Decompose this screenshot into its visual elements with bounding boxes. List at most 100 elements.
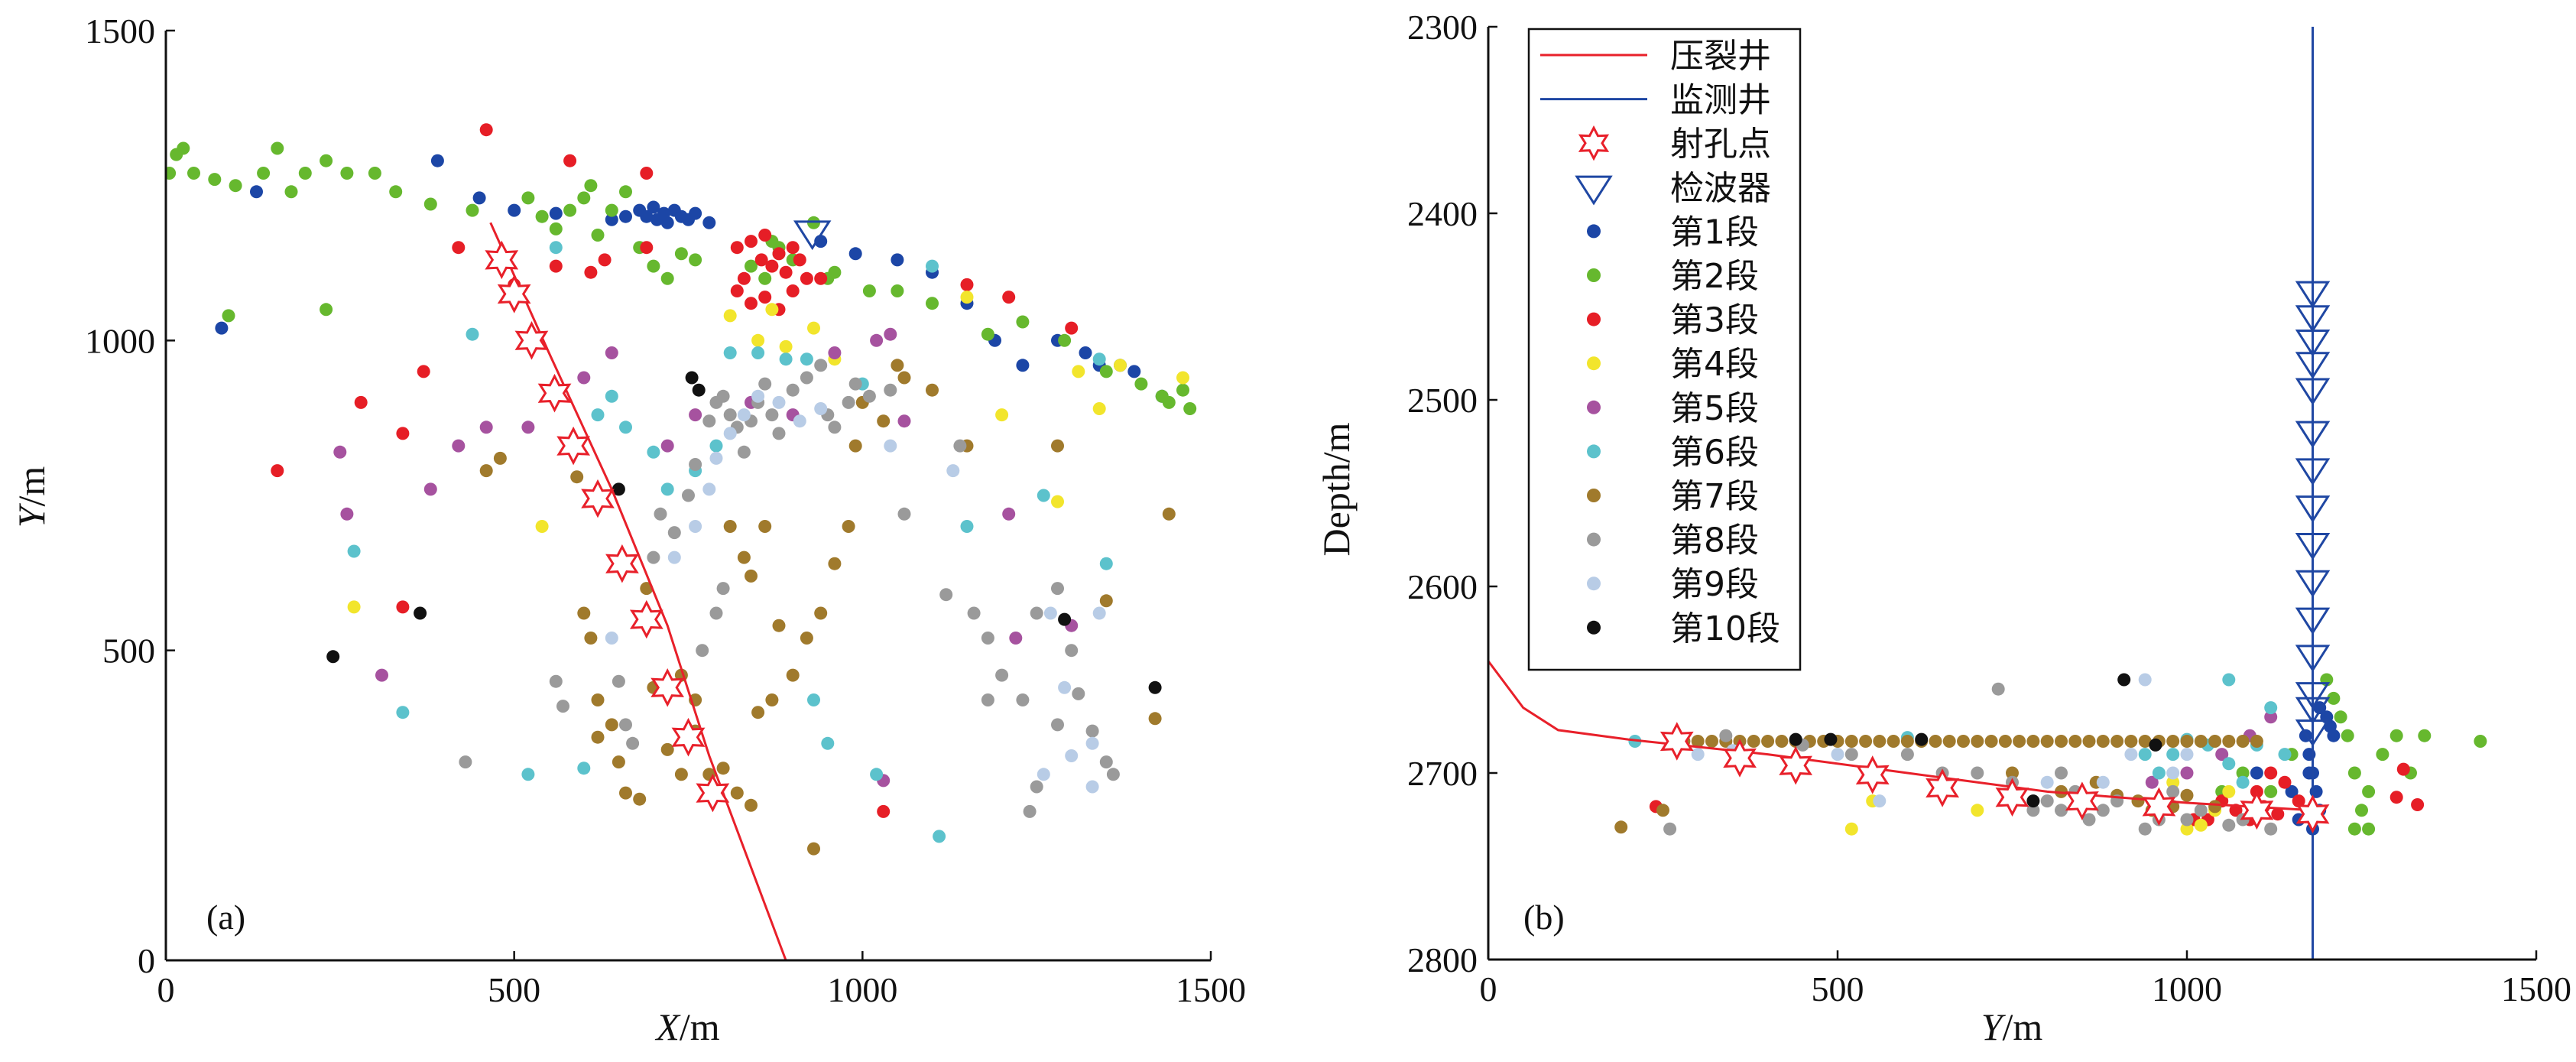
- event-point-stage_7: [674, 768, 688, 781]
- event-point-stage_8: [696, 644, 709, 658]
- event-point-stage_2: [2418, 729, 2432, 742]
- event-point-stage_3: [772, 247, 786, 261]
- event-point-stage_1: [215, 321, 229, 335]
- event-point-stage_7: [897, 371, 911, 385]
- event-point-stage_7: [2082, 735, 2096, 748]
- event-point-stage_8: [1016, 693, 1030, 706]
- event-point-stage_3: [417, 365, 430, 378]
- event-point-stage_7: [1957, 735, 1970, 748]
- event-point-stage_3: [640, 241, 654, 255]
- event-point-stage_5: [605, 346, 618, 359]
- event-point-stage_6: [521, 768, 535, 781]
- event-point-stage_8: [702, 414, 716, 428]
- event-point-stage_8: [848, 377, 862, 391]
- event-point-stage_1: [508, 203, 521, 217]
- event-point-stage_7: [842, 520, 855, 533]
- panel-b-y-tick-label: 2300: [1407, 8, 1478, 47]
- event-point-stage_2: [2362, 784, 2376, 798]
- geophone-marker: [2295, 495, 2331, 523]
- event-point-stage_5: [1002, 507, 1016, 521]
- event-point-stage_7: [877, 414, 891, 428]
- event-point-stage_8: [2194, 804, 2208, 817]
- event-point-stage_3: [754, 253, 768, 267]
- event-point-stage_9: [2166, 766, 2180, 780]
- event-point-stage_3: [786, 241, 800, 255]
- event-point-stage_7: [1691, 735, 1705, 748]
- event-point-stage_1: [848, 247, 862, 261]
- event-point-stage_7: [745, 569, 758, 583]
- event-point-stage_3: [730, 284, 744, 297]
- event-point-stage_3: [814, 271, 828, 285]
- event-point-stage_3: [960, 278, 974, 291]
- event-point-stage_8: [2138, 822, 2152, 836]
- event-point-stage_4: [2180, 822, 2194, 836]
- panel-a-y-tick-label: 1000: [85, 321, 155, 360]
- event-point-stage_3: [2264, 766, 2278, 780]
- event-point-stage_7: [2013, 735, 2026, 748]
- panel-b-plot-area: [1488, 27, 2487, 960]
- event-point-stage_6: [2138, 748, 2152, 762]
- legend-label: 检波器: [1670, 169, 1771, 208]
- event-point-stage_7: [1162, 507, 1176, 521]
- event-point-stage_6: [577, 762, 591, 775]
- event-point-stage_7: [828, 557, 842, 570]
- event-point-stage_7: [2250, 735, 2263, 748]
- perforation-star: [1723, 739, 1757, 778]
- event-point-stage_3: [598, 253, 612, 267]
- event-point-stage_1: [619, 209, 632, 223]
- event-point-stage_3: [1002, 291, 1016, 304]
- event-point-stage_2: [1058, 333, 1072, 347]
- event-point-stage_3: [745, 235, 758, 248]
- event-point-stage_8: [612, 674, 625, 688]
- event-point-stage_8: [1051, 718, 1064, 732]
- event-point-stage_2: [208, 173, 222, 187]
- event-point-stage_2: [340, 167, 354, 180]
- event-point-stage_7: [772, 619, 786, 632]
- event-point-stage_8: [758, 377, 772, 391]
- event-point-stage_9: [2138, 673, 2152, 687]
- panel-b-x-axis-label: Y/m: [1981, 1005, 2043, 1048]
- event-point-stage_8: [549, 674, 563, 688]
- event-point-stage_3: [737, 271, 751, 285]
- event-point-stage_2: [981, 327, 994, 341]
- event-point-stage_8: [1072, 687, 1085, 700]
- legend-swatch-dot: [1587, 444, 1601, 459]
- event-point-stage_3: [2292, 794, 2305, 808]
- event-point-stage_3: [745, 297, 758, 310]
- geophone-marker: [2295, 719, 2331, 747]
- event-point-stage_1: [549, 206, 563, 220]
- event-point-stage_7: [1148, 712, 1162, 726]
- event-point-stage_3: [354, 395, 368, 409]
- event-point-stage_1: [250, 185, 263, 199]
- event-point-stage_6: [926, 259, 939, 273]
- event-point-stage_4: [765, 303, 779, 317]
- event-point-stage_6: [807, 693, 820, 706]
- legend-swatch-dot: [1587, 532, 1601, 547]
- panel-a-y-tick-label: 0: [138, 941, 155, 980]
- event-point-stage_2: [1162, 395, 1176, 409]
- event-point-stage_4: [1092, 402, 1106, 415]
- event-point-stage_2: [2347, 822, 2361, 836]
- event-point-stage_9: [737, 408, 751, 422]
- event-point-stage_5: [1009, 632, 1023, 645]
- event-point-stage_3: [786, 284, 800, 297]
- event-point-stage_7: [2131, 794, 2145, 808]
- event-point-stage_7: [730, 786, 744, 800]
- event-point-stage_7: [2026, 735, 2040, 748]
- event-point-stage_8: [765, 408, 779, 422]
- event-point-stage_2: [2264, 784, 2278, 798]
- event-point-stage_2: [577, 191, 591, 205]
- event-point-stage_3: [779, 265, 793, 279]
- panel-a-x-tick-label: 1500: [1176, 970, 1246, 1009]
- event-point-stage_9: [667, 550, 681, 564]
- event-point-stage_7: [1942, 735, 1956, 748]
- event-point-stage_8: [953, 439, 967, 453]
- geophone-marker: [2295, 607, 2331, 635]
- event-point-stage_3: [452, 241, 466, 255]
- event-point-stage_7: [479, 464, 493, 478]
- geophone-marker: [2295, 378, 2331, 406]
- event-point-stage_8: [995, 668, 1009, 682]
- event-point-stage_7: [800, 632, 813, 645]
- event-point-stage_6: [347, 544, 361, 558]
